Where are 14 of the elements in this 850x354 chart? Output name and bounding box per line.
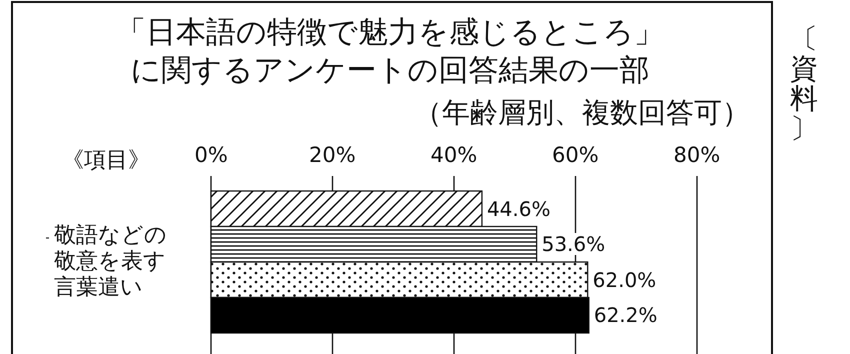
x-tick-label: 80% (674, 143, 720, 167)
x-tick-label: 0% (194, 143, 228, 167)
x-tick-label: 60% (552, 143, 599, 167)
chart-title: 「日本語の特徴で魅力を感じるところ」に関するアンケートの回答結果の一部 (115, 14, 665, 90)
data-label: 62.2% (592, 303, 660, 328)
data-label: 53.6% (540, 232, 608, 256)
x-tick-label: 40% (430, 143, 478, 167)
y-tick-label: 敬語などの敬意を表す言葉遣い (54, 223, 168, 301)
x-tick-label: 20% (309, 143, 356, 167)
data-label: 62.0% (590, 268, 658, 292)
chart-subtitle: （年齢層別、複数回答可） (414, 95, 750, 131)
y-axis-title: 《項目》 (62, 147, 150, 175)
data-label: 44.6% (484, 196, 552, 221)
text: 〔資料〕 (790, 22, 818, 145)
